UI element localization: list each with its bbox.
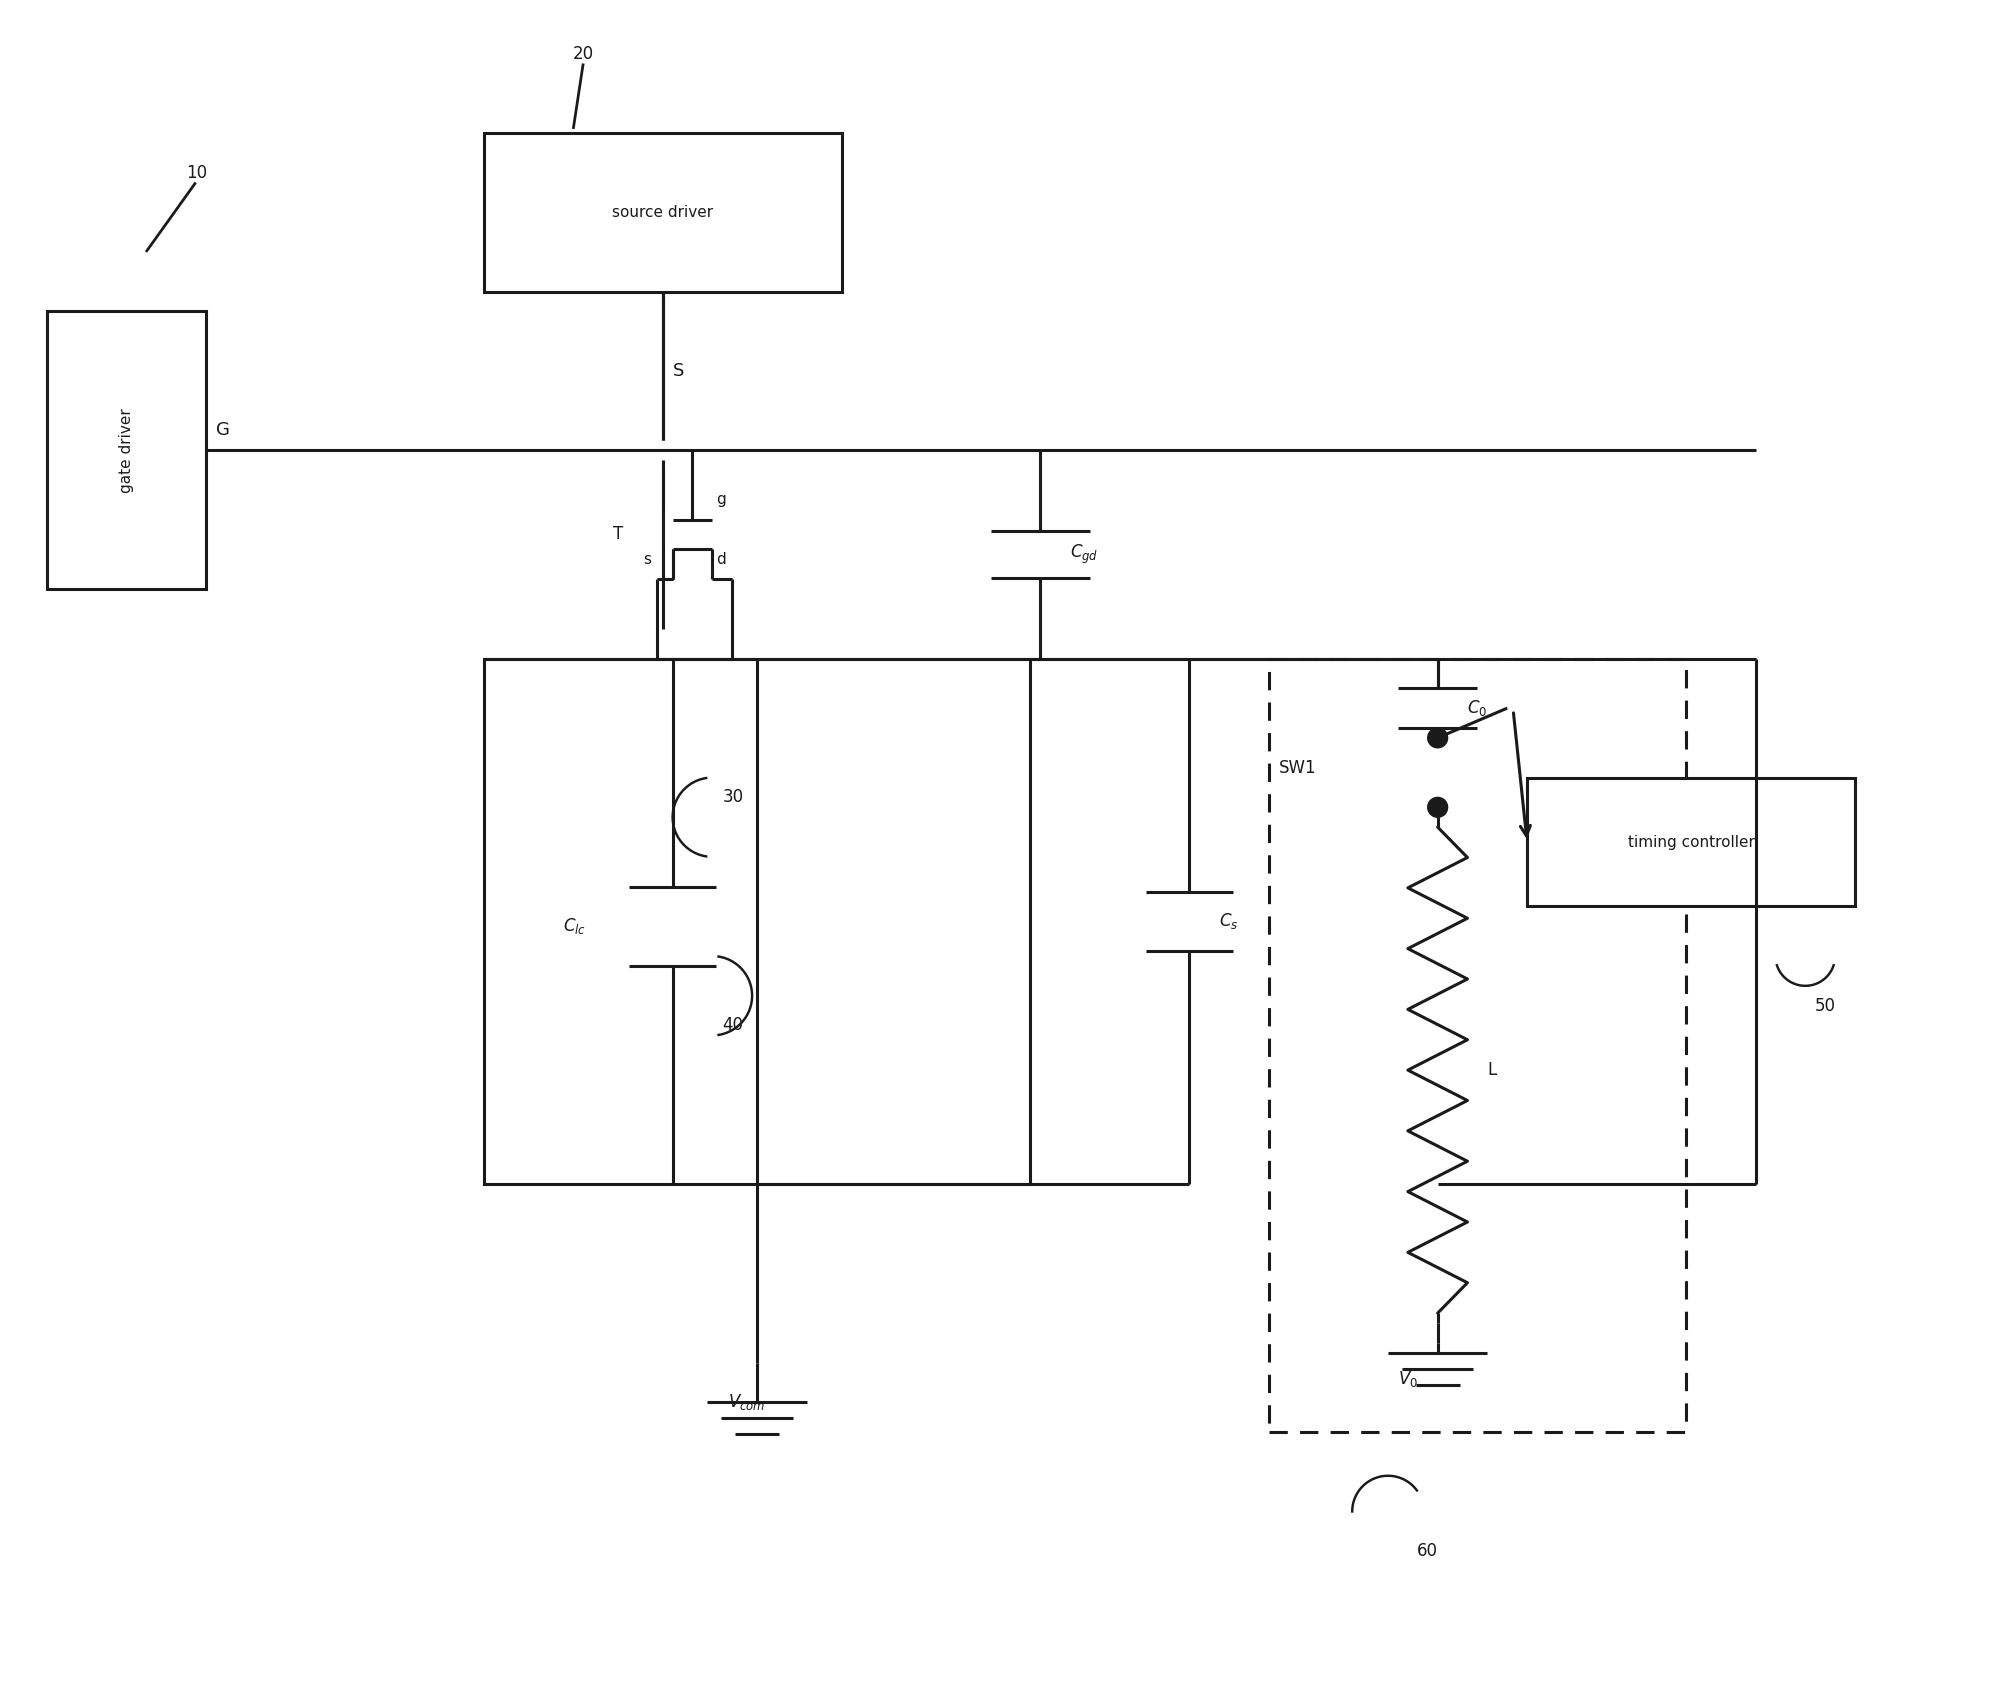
Text: 60: 60 [1417, 1542, 1439, 1560]
Text: $C_0$: $C_0$ [1467, 698, 1487, 719]
Text: 50: 50 [1815, 997, 1837, 1014]
Bar [1269, 658, 1687, 1432]
Text: 10: 10 [186, 164, 206, 182]
Bar [484, 133, 842, 292]
Bar [46, 312, 206, 589]
Text: $C_{gd}$: $C_{gd}$ [1071, 543, 1099, 567]
Bar [1527, 778, 1855, 906]
Text: G: G [216, 422, 230, 439]
Text: 30: 30 [722, 788, 744, 806]
Circle shape [1429, 798, 1447, 817]
Text: s: s [642, 552, 650, 567]
Text: $C_s$: $C_s$ [1219, 911, 1239, 931]
Text: L: L [1487, 1061, 1497, 1080]
Text: 20: 20 [572, 44, 594, 62]
Text: $V_{com}$: $V_{com}$ [728, 1392, 766, 1412]
Bar [484, 658, 1031, 1184]
Text: S: S [672, 363, 684, 380]
Text: source driver: source driver [612, 204, 712, 219]
Text: $V_0$: $V_0$ [1399, 1368, 1419, 1388]
Text: g: g [716, 493, 726, 508]
Text: gate driver: gate driver [118, 408, 134, 493]
Circle shape [1429, 729, 1447, 747]
Text: timing controller: timing controller [1627, 835, 1755, 850]
Text: T: T [612, 525, 622, 543]
Text: $C_{lc}$: $C_{lc}$ [564, 916, 586, 936]
Text: SW1: SW1 [1279, 759, 1317, 776]
Text: 40: 40 [722, 1017, 742, 1034]
Text: d: d [716, 552, 726, 567]
